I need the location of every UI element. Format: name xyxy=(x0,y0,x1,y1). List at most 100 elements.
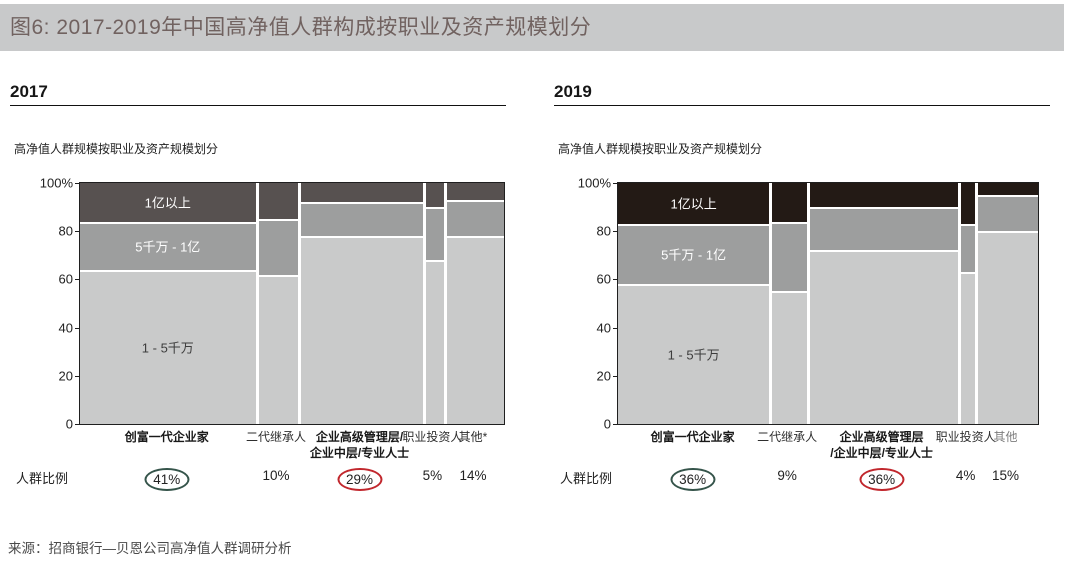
segment-label: 1 - 5千万 xyxy=(141,340,194,356)
y-axis-tick-label: 20 xyxy=(58,368,73,384)
y-axis-tick-mark xyxy=(613,375,618,377)
share-percentage: 10% xyxy=(262,468,290,483)
mosaic-column-2 xyxy=(769,183,807,424)
segment-10m-50m xyxy=(978,231,1038,424)
category-label: 二代继承人 xyxy=(245,430,307,444)
segment-10m-50m xyxy=(301,236,423,424)
share-percentage: 5% xyxy=(422,468,443,483)
category-label: 职业投资人 xyxy=(935,430,996,444)
share-percentage: 9% xyxy=(777,468,797,483)
category-label: 企业高级管理层/ 企业中层/专业人士 xyxy=(309,430,410,460)
segment-over-100m xyxy=(772,183,807,222)
mosaic-column-1 xyxy=(80,183,256,424)
figure-title-banner: 图6: 2017-2019年中国高净值人群构成按职业及资产规模划分 xyxy=(0,4,1064,51)
y-axis-tick-mark xyxy=(613,327,618,329)
segment-50m-100m xyxy=(978,195,1038,232)
year-underline xyxy=(554,105,1050,106)
y-axis-tick-mark xyxy=(613,279,618,281)
panel-2017: 2017 高净值人群规模按职业及资产规模划分 100% 80 60 40 20 0 1亿以上… xyxy=(10,80,510,510)
mosaic-column-1 xyxy=(618,183,770,424)
segment-over-100m xyxy=(425,183,445,208)
category-label: 企业高级管理层 /企业中层/专业人士 xyxy=(830,430,933,460)
segment-50m-100m xyxy=(80,221,256,270)
share-percentage: 29% xyxy=(337,468,383,491)
mosaic-column-3 xyxy=(298,183,423,424)
segment-over-100m xyxy=(258,183,299,220)
segment-10m-50m xyxy=(425,260,445,424)
mosaic-column-4 xyxy=(422,183,445,424)
y-axis-tick-mark xyxy=(75,375,80,377)
chart-subtitle: 高净值人群规模按职业及资产规模划分 xyxy=(14,142,219,156)
red-circle-highlight: 29% xyxy=(337,468,383,491)
mosaic-column-5 xyxy=(975,183,1038,424)
y-axis-tick-label: 40 xyxy=(596,320,611,336)
percent-row-2017: 41% 10% 29% 5% 14% xyxy=(79,463,503,493)
percent-row-2019: 36% 9% 36% 4% 15% xyxy=(617,463,1037,493)
year-heading-2019: 2019 xyxy=(554,82,592,101)
segment-over-100m xyxy=(301,183,423,203)
year-heading-2017: 2017 xyxy=(10,82,48,101)
segment-over-100m xyxy=(961,183,975,224)
green-circle-highlight: 36% xyxy=(670,468,716,491)
segment-50m-100m xyxy=(447,199,504,236)
share-row-label: 人群比例 xyxy=(560,471,613,486)
mosaic-plot-2017: 100% 80 60 40 20 0 1亿以上 5千万 - 1亿 1 - 5千万 xyxy=(40,176,505,432)
segment-50m-100m xyxy=(961,223,975,273)
y-axis-tick-label: 20 xyxy=(596,368,611,384)
segment-over-100m xyxy=(447,183,504,200)
segment-10m-50m xyxy=(258,274,299,424)
y-axis-tick-label: 100% xyxy=(39,175,73,191)
segment-label: 5千万 - 1亿 xyxy=(661,247,727,263)
share-row-label: 人群比例 xyxy=(16,471,69,486)
year-underline xyxy=(10,105,506,106)
y-axis-tick-mark xyxy=(613,231,618,233)
figure-title: 图6: 2017-2019年中国高净值人群构成按职业及资产规模划分 xyxy=(10,16,592,39)
category-label: 其他* xyxy=(458,430,488,444)
segment-10m-50m xyxy=(961,272,975,424)
segment-50m-100m xyxy=(425,207,445,261)
segment-10m-50m xyxy=(80,269,256,424)
y-axis-tick-label: 80 xyxy=(58,223,73,239)
segment-50m-100m xyxy=(301,202,423,236)
mosaic-column-3 xyxy=(807,183,959,424)
segment-50m-100m xyxy=(772,221,807,292)
segment-50m-100m xyxy=(258,219,299,275)
share-percentage: 14% xyxy=(459,468,487,483)
segment-label: 1 - 5千万 xyxy=(667,347,720,363)
segment-over-100m xyxy=(810,183,959,208)
y-axis-tick-mark xyxy=(75,279,80,281)
category-label: 二代继承人 xyxy=(757,430,818,444)
segment-over-100m xyxy=(618,183,770,224)
mosaic-plot-2019: 100% 80 60 40 20 0 1亿以上 5千万 - 1亿 1 - 5千万 xyxy=(578,176,1039,432)
y-axis-tick-mark xyxy=(613,424,618,425)
category-row-2019: 创富一代企业家 二代继承人 企业高级管理层 /企业中层/专业人士 职业投资人 其他 xyxy=(617,428,1037,462)
share-percentage: 36% xyxy=(859,468,905,491)
segment-50m-100m xyxy=(810,207,959,251)
segment-label: 1亿以上 xyxy=(670,196,717,212)
red-circle-highlight: 36% xyxy=(859,468,905,491)
segment-10m-50m xyxy=(810,250,959,424)
y-axis-tick-label: 0 xyxy=(603,416,611,432)
category-label: 其他 xyxy=(993,430,1018,444)
chart-subtitle: 高净值人群规模按职业及资产规模划分 xyxy=(558,142,763,156)
y-axis-tick-mark xyxy=(75,327,80,329)
segment-over-100m xyxy=(978,183,1038,196)
segment-50m-100m xyxy=(618,223,770,285)
category-label: 职业投资人 xyxy=(402,430,463,444)
share-percentage: 36% xyxy=(670,468,716,491)
segment-10m-50m xyxy=(618,284,770,424)
segment-over-100m xyxy=(80,183,256,222)
segment-10m-50m xyxy=(447,236,504,424)
green-circle-highlight: 41% xyxy=(144,468,190,491)
share-percentage: 4% xyxy=(955,468,976,483)
panel-2019: 2019 高净值人群规模按职业及资产规模划分 100% 80 60 40 20 0 1亿以上… xyxy=(554,80,1054,510)
y-axis-tick-label: 100% xyxy=(577,175,611,191)
share-percentage: 41% xyxy=(144,468,190,491)
y-axis-tick-label: 40 xyxy=(58,320,73,336)
category-label: 创富一代企业家 xyxy=(650,430,735,444)
segment-10m-50m xyxy=(772,291,807,424)
y-axis-tick-mark xyxy=(75,424,80,425)
share-percentage: 15% xyxy=(991,468,1020,483)
segment-label: 1亿以上 xyxy=(144,195,191,211)
source-note: 来源：招商银行—贝恩公司高净值人群调研分析 xyxy=(8,541,292,556)
